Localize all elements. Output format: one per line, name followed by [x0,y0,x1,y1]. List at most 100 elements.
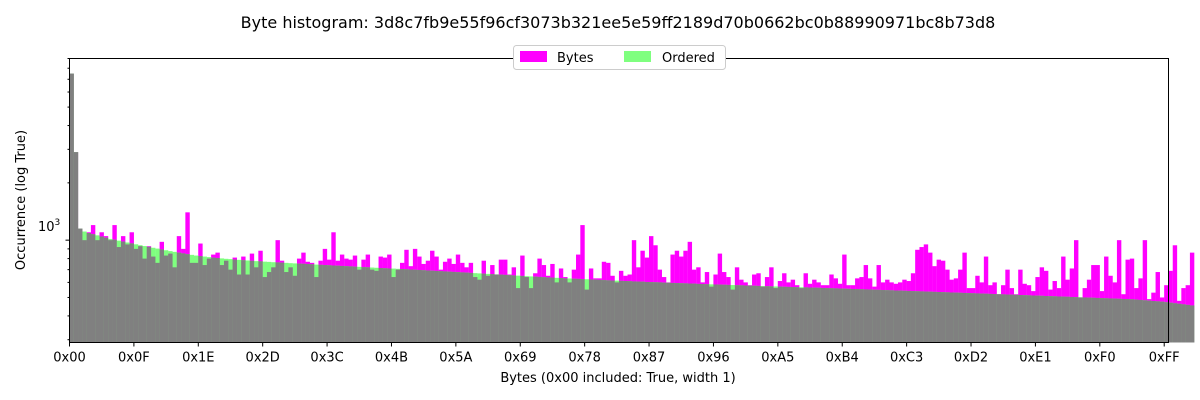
overlap-bar [344,266,349,343]
overlap-bar [73,152,79,343]
overlap-bar [481,273,486,343]
overlap-bar [1086,297,1092,343]
overlap-bar [254,267,259,343]
overlap-bar [159,249,164,343]
overlap-bar [258,261,263,343]
overlap-bar [395,269,401,343]
overlap-bar [588,279,594,343]
legend-box [513,45,726,70]
overlap-bar [610,280,615,343]
overlap-bar [833,288,838,343]
overlap-bar [1009,294,1015,343]
overlap-bar [571,278,577,343]
overlap-bar [417,270,422,343]
overlap-bar [979,293,984,343]
overlap-bar [327,265,332,343]
overlap-bar [627,281,632,343]
overlap-bar [923,291,929,343]
overlap-bar [734,285,740,343]
overlap-bar [855,289,860,343]
overlap-bar [146,246,152,343]
overlap-bar [99,236,104,343]
overlap-bar [172,267,177,343]
overlap-bar [296,263,302,343]
overlap-bar [739,285,744,343]
overlap-bar [640,281,645,343]
overlap-bar [988,293,993,343]
overlap-bar [567,282,572,343]
overlap-bar [593,279,598,343]
overlap-bar [679,283,684,343]
overlap-bar [477,279,482,343]
overlap-bar [580,279,585,343]
x-tick-label: 0xA5 [761,351,794,366]
overlap-bar [812,287,817,343]
bytes-bar [1172,245,1178,343]
overlap-bar [95,240,100,343]
overlap-bar [846,288,851,343]
x-tick-label: 0x0F [118,351,150,366]
overlap-bar [799,288,804,343]
overlap-bar [120,241,126,343]
overlap-bar [434,270,439,343]
y-tick-label: 103 [38,218,60,235]
x-tick-label: 0xF0 [1084,351,1116,366]
overlap-bar [262,277,268,343]
overlap-bar [966,293,972,343]
overlap-bar [584,289,589,343]
overlap-bar [970,293,976,343]
overlap-bar [352,266,358,343]
overlap-bar [511,275,517,343]
overlap-bar [103,237,109,343]
overlap-bar [902,290,907,343]
overlap-bar [653,282,658,343]
y-axis-label: Occurrence (log True) [14,130,29,270]
overlap-bar [275,262,280,343]
overlap-bar [606,280,611,343]
overlap-bar [554,282,559,343]
overlap-bar [228,269,233,343]
overlap-bar [661,282,667,343]
overlap-bar [910,291,916,343]
overlap-bar [601,280,607,343]
overlap-bar [219,265,225,343]
overlap-bar [1013,294,1019,343]
overlap-bar [301,263,306,343]
overlap-bar [919,291,924,343]
overlap-bar [361,267,366,343]
overlap-bar [1069,296,1075,343]
overlap-bar [1181,304,1186,343]
bytes-bar [1142,240,1148,343]
overlap-bar [202,265,207,343]
overlap-bar [387,268,392,343]
x-tick-label: 0x2D [246,351,280,366]
overlap-bar [1099,298,1105,343]
overlap-series [69,73,1195,343]
overlap-bar [1142,300,1148,343]
overlap-bar [430,270,435,343]
overlap-bar [1005,294,1010,343]
overlap-bar [1125,299,1130,343]
overlap-bar [563,278,568,343]
overlap-bar [442,271,448,343]
overlap-bar [292,275,298,343]
overlap-bar [550,277,555,343]
overlap-bar [782,286,787,343]
overlap-bar [369,269,375,343]
overlap-bar [1091,297,1096,343]
overlap-bar [674,283,680,343]
overlap-bar [425,270,431,343]
overlap-bar [485,275,491,343]
overlap-bar [498,274,504,343]
overlap-bar [412,269,418,343]
overlap-bar [872,289,877,343]
overlap-bar [1048,296,1053,343]
overlap-bar [90,234,96,343]
overlap-bar [507,275,512,343]
overlap-bar [786,286,791,343]
overlap-bar [438,271,444,343]
overlap-bar [318,264,323,343]
overlap-bar [666,282,671,343]
overlap-bar [108,240,113,343]
overlap-bar [915,291,920,343]
